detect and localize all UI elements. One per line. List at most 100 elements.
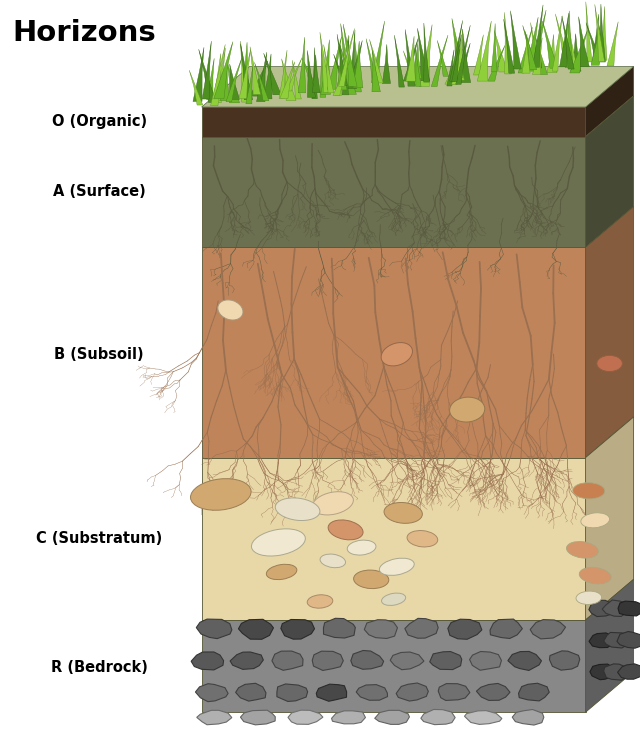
Ellipse shape <box>307 595 333 608</box>
Polygon shape <box>458 44 470 79</box>
Ellipse shape <box>252 529 305 556</box>
Polygon shape <box>342 36 349 95</box>
Polygon shape <box>340 24 351 85</box>
Polygon shape <box>196 710 232 725</box>
Polygon shape <box>534 35 541 68</box>
Polygon shape <box>531 10 546 69</box>
Text: C (Substratum): C (Substratum) <box>36 531 163 546</box>
Text: B (Subsoil): B (Subsoil) <box>54 347 144 362</box>
Polygon shape <box>320 44 326 97</box>
Ellipse shape <box>384 503 422 523</box>
Polygon shape <box>220 66 230 100</box>
Polygon shape <box>508 652 541 670</box>
Polygon shape <box>476 683 510 700</box>
Polygon shape <box>312 651 343 670</box>
Polygon shape <box>211 44 225 106</box>
Polygon shape <box>465 711 502 725</box>
Polygon shape <box>312 55 320 92</box>
Polygon shape <box>524 34 530 70</box>
Polygon shape <box>455 31 463 77</box>
Polygon shape <box>328 37 342 89</box>
Polygon shape <box>518 27 532 73</box>
Polygon shape <box>586 1 592 62</box>
Polygon shape <box>618 601 640 616</box>
Polygon shape <box>470 652 502 670</box>
Polygon shape <box>448 619 482 639</box>
Polygon shape <box>511 11 521 69</box>
Polygon shape <box>353 41 363 88</box>
Polygon shape <box>403 38 418 81</box>
Polygon shape <box>405 30 415 86</box>
Polygon shape <box>589 600 616 616</box>
Polygon shape <box>586 579 634 712</box>
Polygon shape <box>552 15 562 71</box>
Polygon shape <box>202 620 586 712</box>
Ellipse shape <box>266 565 297 579</box>
Polygon shape <box>421 709 455 725</box>
Polygon shape <box>570 30 588 73</box>
Polygon shape <box>277 684 308 701</box>
Polygon shape <box>312 47 317 99</box>
Polygon shape <box>586 96 634 247</box>
Polygon shape <box>241 44 253 100</box>
Polygon shape <box>282 59 296 100</box>
Ellipse shape <box>191 479 251 510</box>
Polygon shape <box>523 25 537 68</box>
Polygon shape <box>535 36 547 75</box>
Polygon shape <box>602 600 630 616</box>
Polygon shape <box>372 50 380 92</box>
Ellipse shape <box>566 542 598 558</box>
Polygon shape <box>600 7 607 61</box>
Ellipse shape <box>573 483 605 499</box>
Polygon shape <box>250 61 268 96</box>
Polygon shape <box>333 61 350 95</box>
Polygon shape <box>530 620 566 639</box>
Polygon shape <box>239 619 273 639</box>
Polygon shape <box>226 56 243 102</box>
Polygon shape <box>371 21 385 83</box>
Polygon shape <box>568 24 577 67</box>
Polygon shape <box>250 46 260 94</box>
Ellipse shape <box>320 554 346 568</box>
Polygon shape <box>532 5 543 67</box>
Polygon shape <box>429 652 461 669</box>
Polygon shape <box>206 58 214 99</box>
Polygon shape <box>525 17 538 71</box>
Ellipse shape <box>579 568 611 584</box>
Ellipse shape <box>576 591 602 604</box>
Polygon shape <box>351 650 383 669</box>
Polygon shape <box>323 618 355 638</box>
Polygon shape <box>335 35 349 96</box>
Ellipse shape <box>275 498 320 520</box>
Polygon shape <box>320 32 331 92</box>
Polygon shape <box>452 49 460 84</box>
Polygon shape <box>339 29 355 86</box>
Polygon shape <box>474 35 483 75</box>
Polygon shape <box>230 652 263 669</box>
Polygon shape <box>405 618 438 638</box>
Polygon shape <box>298 37 306 93</box>
Polygon shape <box>543 21 557 68</box>
Polygon shape <box>343 24 357 86</box>
Polygon shape <box>431 35 448 86</box>
Polygon shape <box>264 54 272 99</box>
Polygon shape <box>452 35 461 81</box>
Polygon shape <box>494 30 508 72</box>
Polygon shape <box>257 52 267 102</box>
Polygon shape <box>281 619 314 639</box>
Polygon shape <box>193 47 204 101</box>
Polygon shape <box>595 4 605 62</box>
Polygon shape <box>396 683 428 701</box>
Polygon shape <box>332 711 365 724</box>
Polygon shape <box>550 651 580 670</box>
Text: O (Organic): O (Organic) <box>52 114 147 129</box>
Polygon shape <box>450 21 463 81</box>
Polygon shape <box>590 664 616 680</box>
Polygon shape <box>455 38 465 80</box>
Polygon shape <box>607 21 618 66</box>
Polygon shape <box>241 710 275 725</box>
Polygon shape <box>202 107 586 137</box>
Polygon shape <box>340 44 356 94</box>
Polygon shape <box>598 4 605 62</box>
Polygon shape <box>452 18 465 75</box>
